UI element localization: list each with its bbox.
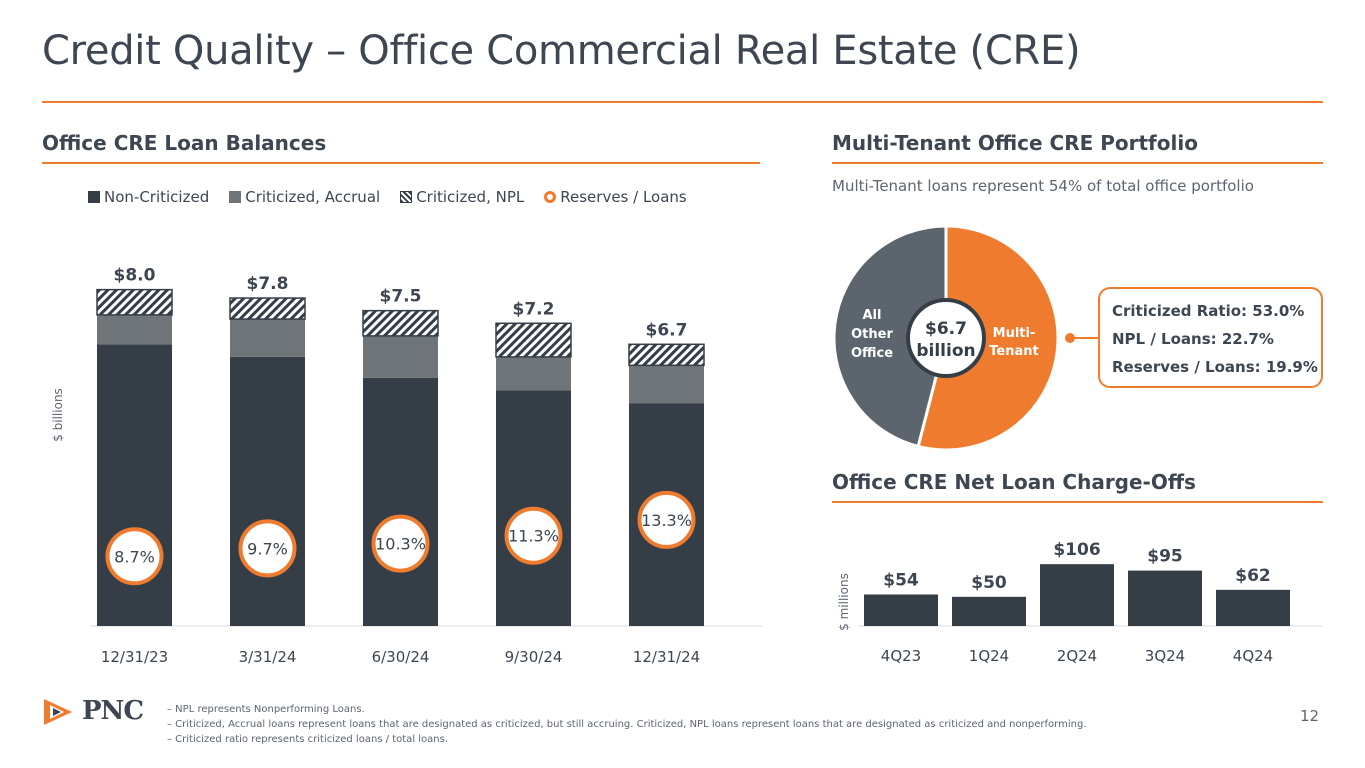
pnc-logo-icon: [44, 699, 72, 725]
reserves-ratio-marker: [637, 490, 696, 549]
x-tick-label: 2Q24: [1057, 647, 1097, 665]
pie-slice-multi-tenant: [916, 224, 1060, 452]
x-tick-label: 4Q23: [881, 647, 921, 665]
legend-label: Criticized, Accrual: [245, 188, 381, 206]
y-axis-label: $ billions: [51, 388, 65, 442]
footnote-criticized: – Criticized, Accrual loans represent lo…: [167, 719, 1087, 730]
pie-label-line: Other: [851, 327, 893, 342]
bar-total-label: $7.8: [247, 274, 289, 294]
pie-label-line: All: [863, 308, 882, 323]
legend-label: Criticized, NPL: [416, 188, 525, 206]
x-tick-label: 6/30/24: [372, 648, 430, 666]
x-tick-label: 9/30/24: [505, 648, 563, 666]
nco-bar-3q24: [1128, 570, 1202, 626]
pie-label-line: Multi-: [993, 326, 1036, 341]
legend-ring-reserves-loans: [544, 191, 557, 203]
multi-tenant-title: Multi-Tenant Office CRE Portfolio: [832, 131, 1198, 155]
loan-balances-divider: [42, 162, 760, 164]
x-tick-label: 12/31/24: [633, 648, 700, 666]
bar-criticized-npl-2: [362, 309, 439, 337]
multi-tenant-subtitle: Multi-Tenant loans represent 54% of tota…: [832, 177, 1254, 195]
reserves-ratio-marker: [371, 514, 430, 573]
x-tick-label: 12/31/23: [101, 648, 168, 666]
multi-tenant-stats-callout: Criticized Ratio: 53.0% NPL / Loans: 22.…: [1098, 287, 1323, 388]
pie-slice-all-other-office: [832, 224, 948, 449]
x-tick-label: 1Q24: [969, 647, 1009, 665]
bar-non-criticized-2: [363, 377, 438, 626]
bar-criticized-npl-0: [96, 288, 173, 316]
legend-swatch-criticized-accrual: [229, 191, 242, 203]
nco-value-label: $54: [883, 571, 919, 591]
legend-label: Reserves / Loans: [560, 188, 687, 206]
pnc-logo-text: PNC: [82, 696, 144, 726]
chart-legend: Non-Criticized Criticized, Accrual Criti…: [88, 188, 707, 206]
x-tick-label: 4Q24: [1233, 647, 1273, 665]
x-tick-label: 3/31/24: [239, 648, 297, 666]
pie-center-circle: [906, 298, 986, 378]
reserves-ratio-marker: [504, 506, 563, 565]
bar-criticized-accrual-1: [230, 319, 305, 357]
reserves-ratio-marker: [238, 519, 297, 578]
bar-criticized-accrual-4: [629, 365, 704, 404]
legend-item-criticized-npl: Criticized, NPL: [400, 188, 524, 206]
footnote-npl: – NPL represents Nonperforming Loans.: [167, 704, 365, 715]
loan-balances-title: Office CRE Loan Balances: [42, 131, 327, 155]
reserves-ratio-label: 8.7%: [114, 547, 155, 566]
bar-criticized-npl-4: [628, 343, 705, 367]
legend-swatch-non-criticized: [88, 191, 100, 203]
bar-criticized-accrual-3: [496, 356, 571, 391]
pie-label-other: All Other Office: [851, 308, 894, 361]
pie-center-value: $6.7: [925, 319, 967, 339]
multi-tenant-divider: [832, 162, 1323, 164]
pie-label-line: Office: [851, 346, 893, 361]
nco-bar-4q24: [1216, 589, 1290, 626]
nco-value-label: $62: [1235, 566, 1271, 586]
reserves-ratio-label: 13.3%: [641, 511, 692, 530]
nco-value-label: $50: [971, 573, 1007, 593]
callout-npl-loans: NPL / Loans: 22.7%: [1112, 330, 1274, 348]
bar-total-label: $7.5: [380, 287, 422, 307]
nco-value-label: $106: [1053, 540, 1100, 560]
reserves-ratio-marker: [105, 527, 164, 586]
bar-total-label: $6.7: [646, 320, 688, 340]
callout-criticized-ratio: Criticized Ratio: 53.0%: [1112, 302, 1305, 320]
loan-balances-chart: $ billions $8.0 12/31/23 8.7% $7.8 3/31/24 9.…: [51, 266, 762, 666]
bar-criticized-npl-3: [495, 322, 572, 358]
nco-bar-4q23: [864, 594, 938, 626]
reserves-ratio-label: 11.3%: [508, 527, 559, 546]
multi-tenant-pie-chart: $6.7 billion Multi- Tenant All Other Office: [832, 224, 1098, 452]
legend-label: Non-Criticized: [104, 188, 210, 206]
page-number: 12: [1300, 707, 1320, 725]
charge-offs-chart: $ millions $54 4Q23 $50 1Q24 $106 2Q24 $95 3Q24…: [837, 540, 1322, 665]
charge-offs-divider: [832, 501, 1323, 503]
footnote-criticized-ratio: – Criticized ratio represents criticized…: [167, 734, 449, 745]
x-tick-label: 3Q24: [1145, 647, 1185, 665]
pie-center-unit: billion: [916, 341, 975, 361]
reserves-ratio-label: 10.3%: [375, 535, 426, 554]
bar-criticized-accrual-2: [363, 335, 438, 378]
legend-swatch-criticized-npl: [400, 191, 413, 203]
callout-connector-dot: [1065, 333, 1075, 343]
nco-bar-2q24: [1040, 564, 1114, 626]
pie-label-line: Tenant: [989, 344, 1038, 359]
bar-total-label: $7.2: [513, 299, 555, 319]
bar-criticized-npl-1: [229, 297, 306, 320]
legend-item-non-criticized: Non-Criticized: [88, 188, 209, 206]
charge-offs-title: Office CRE Net Loan Charge-Offs: [832, 470, 1196, 494]
title-divider: [42, 101, 1323, 103]
bar-non-criticized-1: [230, 356, 305, 626]
legend-item-reserves-loans: Reserves / Loans: [544, 188, 687, 206]
page-title: Credit Quality – Office Commercial Real …: [42, 28, 1081, 74]
y-axis-label: $ millions: [837, 573, 851, 631]
reserves-ratio-label: 9.7%: [247, 539, 288, 558]
nco-bar-1q24: [952, 596, 1026, 626]
legend-item-criticized-accrual: Criticized, Accrual: [229, 188, 380, 206]
bar-criticized-accrual-0: [97, 314, 172, 345]
bar-total-label: $8.0: [114, 266, 156, 286]
pie-label-multi-tenant: Multi- Tenant: [989, 326, 1038, 359]
nco-value-label: $95: [1147, 547, 1183, 567]
callout-reserves-loans: Reserves / Loans: 19.9%: [1112, 358, 1318, 376]
